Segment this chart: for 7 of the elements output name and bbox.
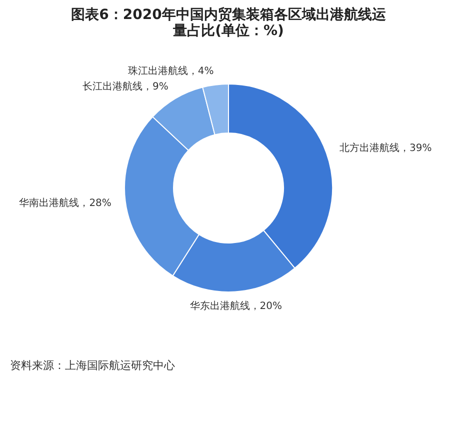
slice-label: 华东出港航线，20% [190, 300, 282, 312]
slice-label: 北方出港航线，39% [340, 142, 432, 154]
slice-label: 珠江出港航线，4% [128, 64, 214, 77]
chart-title: 图表6：2020年中国内贸集装箱各区域出港航线运量占比(单位：%) [71, 6, 387, 39]
slice-label: 华南出港航线，28% [19, 196, 112, 209]
text: 资料来源：上海国际航运研究中心 [10, 359, 175, 372]
slice-label: 长江出港航线，9% [82, 80, 168, 92]
